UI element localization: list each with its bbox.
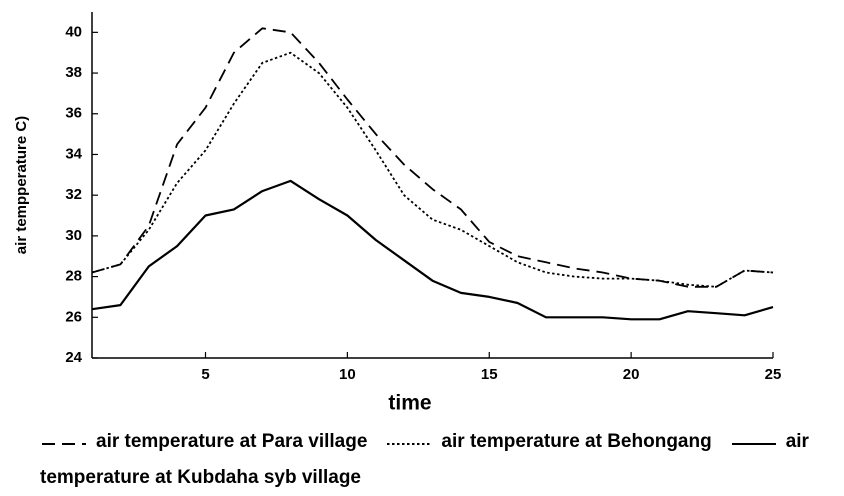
legend-label: air temperature at Kubdaha syb village xyxy=(40,431,809,488)
x-tick-label: 20 xyxy=(623,366,640,383)
legend-label: air temperature at Behongang xyxy=(441,431,712,452)
legend-swatch xyxy=(387,442,432,445)
x-tick-label: 10 xyxy=(339,366,356,383)
y-tick-label: 30 xyxy=(65,227,82,244)
y-tick-label: 40 xyxy=(65,23,82,40)
chart: time air tempperature C) 24 26 28 30 32 34 36 3… xyxy=(13,12,782,415)
y-tick-label: 34 xyxy=(65,145,82,162)
x-axis-label: time xyxy=(388,392,431,415)
legend-label: air temperature at Para village xyxy=(96,431,368,452)
series-line xyxy=(91,27,774,288)
y-tick-label: 38 xyxy=(65,64,82,81)
x-tick-label: 5 xyxy=(201,366,209,383)
legend-swatch xyxy=(42,442,86,445)
legend: air temperature at Para village air tempe… xyxy=(40,424,840,496)
x-tick-label: 25 xyxy=(765,366,782,383)
series-line xyxy=(91,51,774,288)
y-tick-label: 24 xyxy=(65,349,82,366)
y-tick-label: 26 xyxy=(65,308,82,325)
y-tick-label: 28 xyxy=(65,268,82,285)
series-line xyxy=(91,179,774,321)
x-tick-label: 15 xyxy=(481,366,498,383)
legend-swatch xyxy=(731,442,776,445)
y-tick-label: 36 xyxy=(65,105,82,122)
y-tick-label: 32 xyxy=(65,186,82,203)
y-axis-label: air tempperature C) xyxy=(13,116,30,254)
